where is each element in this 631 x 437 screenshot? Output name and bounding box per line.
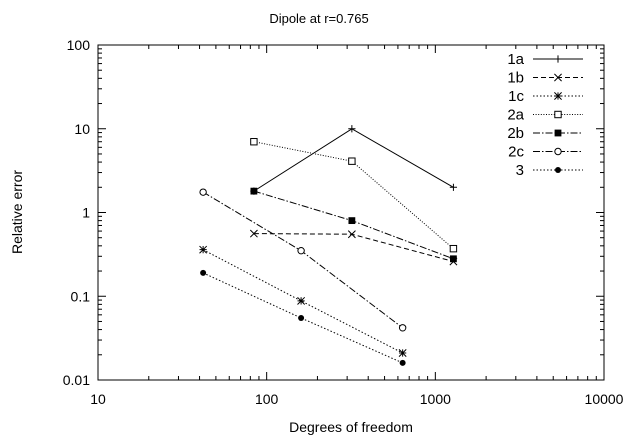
x-tick-label: 1000 [420,391,451,407]
star-marker [199,245,208,254]
y-tick-label: 0.01 [63,372,90,388]
open-square-marker [554,110,562,119]
x-axis-label: Degrees of freedom [289,419,413,435]
legend-label: 1a [507,51,524,68]
star-marker [554,92,562,100]
legend-label: 3 [516,162,524,179]
legend-label: 2b [507,125,524,142]
legend-label: 2a [507,107,524,124]
cross-marker [554,73,562,82]
series-line [202,191,403,329]
filled-square-marker [250,187,258,195]
x-tick-label: 10 [90,391,106,407]
y-tick-label: 0.1 [71,288,91,304]
y-tick-label: 100 [67,37,91,53]
series-2c [199,188,407,332]
open-circle-marker [199,188,207,196]
series-3 [200,269,406,366]
cross-marker [347,230,356,239]
series-layer [199,125,458,366]
series-2a [250,138,458,253]
chart-title: Dipole at r=0.765 [269,11,368,26]
series-1c [199,245,407,357]
plus-marker [449,183,458,191]
series-line [202,272,403,364]
filled-circle-marker [298,314,305,321]
legend-label: 2c [508,144,524,161]
series-line [253,190,454,260]
filled-square-marker [450,255,457,263]
plus-marker [554,55,562,63]
axis-ticks: 10 100 1000 10000 0.01 0.1 1 10 100 [63,37,624,407]
open-square-marker [250,138,258,146]
x-tick-label: 10000 [585,391,624,407]
open-square-marker [449,244,458,253]
series-line [202,249,403,354]
y-axis-label: Relative error [9,170,25,254]
y-tick-label: 1 [82,205,90,221]
open-circle-marker [297,246,305,255]
y-tick-label: 10 [74,121,90,137]
x-tick-label: 100 [255,391,279,407]
cross-marker [249,229,258,238]
plot-frame [97,44,605,381]
filled-circle-marker [555,167,561,173]
filled-circle-marker [399,359,406,366]
legend-label: 1b [507,70,524,87]
star-marker [297,296,306,305]
filled-circle-marker [200,269,207,276]
open-square-marker [348,157,356,165]
filled-square-marker [554,129,562,137]
plus-marker [348,125,356,133]
legend-label: 1c [508,88,524,105]
open-circle-marker [398,324,407,332]
series-2b [250,187,457,263]
series-1b [249,229,458,266]
open-circle-marker [554,147,562,156]
star-marker [398,349,407,357]
filled-square-marker [348,217,356,225]
